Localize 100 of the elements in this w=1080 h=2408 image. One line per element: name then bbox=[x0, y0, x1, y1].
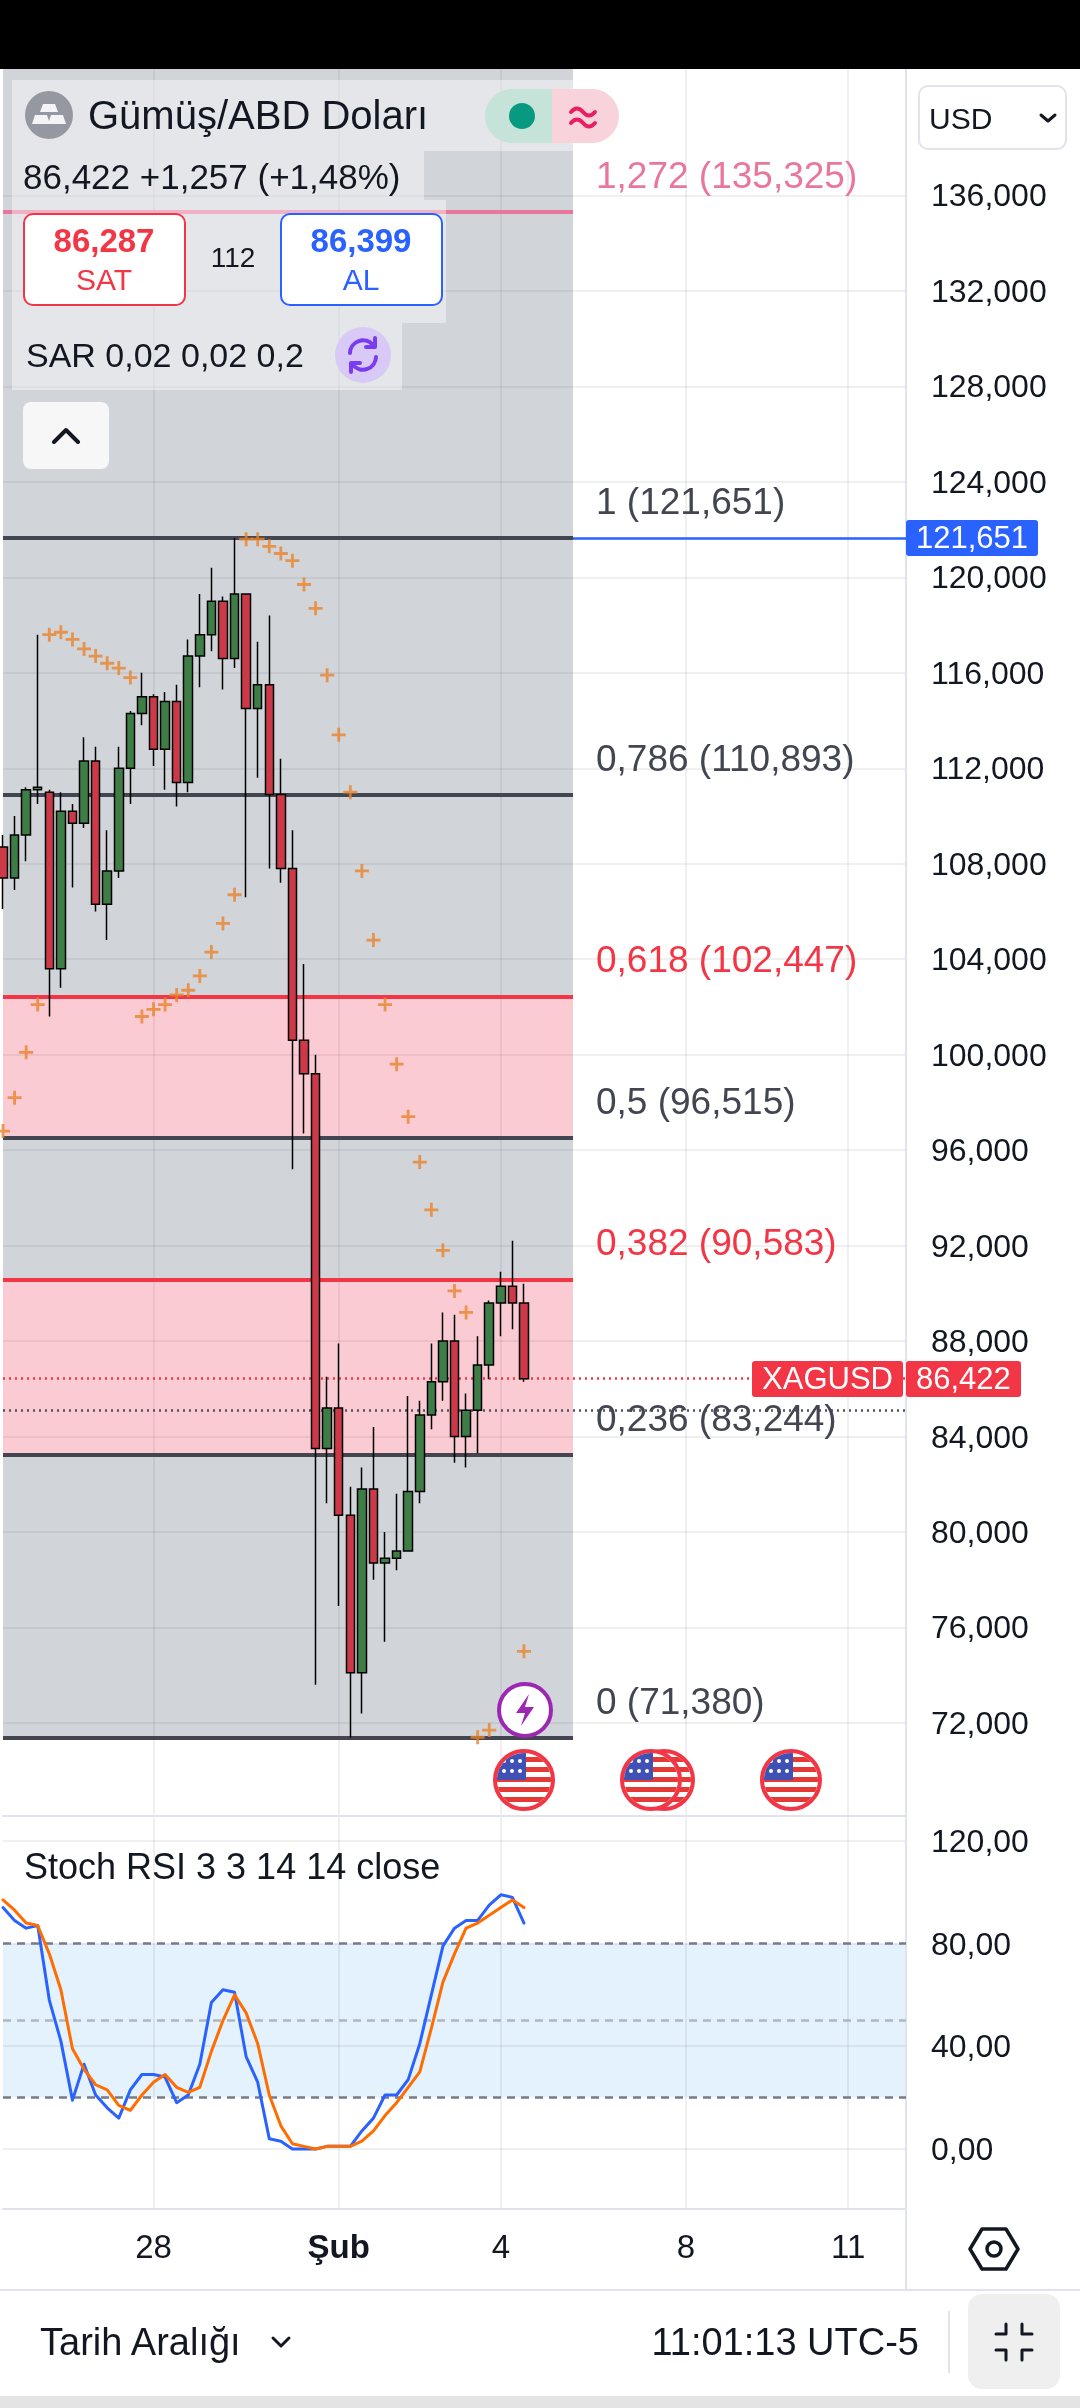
candlestick bbox=[321, 1376, 333, 1505]
candlestick bbox=[194, 593, 206, 688]
point bbox=[378, 997, 393, 1012]
y-tick-label: 72,000 bbox=[931, 1704, 1029, 1741]
candlestick bbox=[495, 1271, 507, 1338]
y-tick-label: 80,00 bbox=[931, 1925, 1012, 1962]
point bbox=[343, 785, 358, 800]
candlestick bbox=[159, 691, 171, 791]
candlestick bbox=[356, 1466, 368, 1715]
y-tick-label: 88,000 bbox=[931, 1323, 1029, 1360]
ref-line-label: 0,236 (83,244) bbox=[596, 1397, 837, 1439]
candlestick bbox=[287, 829, 298, 1170]
x-tick-label: 28 bbox=[135, 2228, 172, 2265]
annotation: 112 bbox=[210, 242, 256, 274]
point bbox=[435, 1243, 450, 1258]
candlestick bbox=[9, 815, 20, 891]
point bbox=[389, 1057, 404, 1072]
candlestick bbox=[125, 710, 136, 805]
candlestick bbox=[426, 1342, 437, 1431]
y-tick-label: 96,000 bbox=[931, 1132, 1029, 1169]
candlestick bbox=[171, 684, 182, 808]
text: 86,422 +1,257 (+1,48%) bbox=[23, 157, 401, 197]
candlestick bbox=[264, 614, 275, 870]
point bbox=[297, 577, 311, 592]
point bbox=[7, 1090, 22, 1105]
point bbox=[401, 1109, 416, 1124]
x-tick-label: 8 bbox=[676, 2228, 696, 2265]
point bbox=[262, 539, 277, 554]
point bbox=[65, 632, 80, 647]
y-tick-label: 128,000 bbox=[931, 368, 1047, 405]
y-tick-label: 104,000 bbox=[931, 941, 1047, 978]
candlestick bbox=[67, 803, 78, 889]
annotation: 86,287 bbox=[53, 222, 155, 260]
candlestick bbox=[217, 595, 229, 691]
point bbox=[424, 1202, 439, 1217]
candlestick bbox=[518, 1283, 530, 1383]
candlestick bbox=[310, 1053, 321, 1686]
point bbox=[181, 983, 196, 998]
candlestick bbox=[483, 1299, 495, 1380]
candlestick bbox=[44, 789, 55, 1018]
point bbox=[354, 863, 369, 878]
point bbox=[412, 1155, 427, 1170]
point bbox=[459, 1305, 474, 1320]
candlestick bbox=[275, 757, 287, 884]
candlestick bbox=[437, 1311, 449, 1402]
candlestick bbox=[460, 1392, 472, 1469]
point bbox=[42, 627, 57, 642]
point bbox=[19, 1045, 34, 1060]
candlestick bbox=[449, 1314, 460, 1464]
annotation: AL bbox=[342, 261, 380, 297]
annotation: SAR 0,02 0,02 0,2 bbox=[26, 335, 304, 375]
candlestick bbox=[298, 963, 310, 1135]
y-tick-label: 112,000 bbox=[931, 750, 1045, 787]
candlestick bbox=[148, 693, 159, 767]
candlestick bbox=[101, 829, 113, 941]
candlestick bbox=[472, 1335, 483, 1454]
point bbox=[239, 532, 254, 547]
ref-line-label: 0,618 (102,447) bbox=[596, 939, 858, 981]
point bbox=[285, 553, 300, 568]
annotation: XAGUSD bbox=[752, 1360, 903, 1397]
y-tick-label: 92,000 bbox=[931, 1227, 1029, 1264]
candlestick bbox=[379, 1531, 391, 1643]
point bbox=[158, 997, 173, 1012]
point bbox=[53, 625, 68, 640]
point bbox=[100, 656, 115, 671]
ref-line-label: 0 (71,380) bbox=[596, 1680, 765, 1722]
candlestick bbox=[229, 537, 240, 669]
candlestick bbox=[345, 1485, 356, 1739]
y-tick-label: 76,000 bbox=[931, 1609, 1029, 1646]
y-tick-label: 120,00 bbox=[931, 1822, 1029, 1859]
candlestick bbox=[507, 1240, 518, 1330]
y-tick-label: 40,00 bbox=[931, 2028, 1012, 2065]
point bbox=[192, 968, 207, 983]
candlestick bbox=[20, 786, 32, 863]
point bbox=[447, 1283, 462, 1298]
annotation: SAT bbox=[75, 261, 133, 297]
point bbox=[273, 546, 288, 561]
candlestick bbox=[32, 633, 43, 805]
point bbox=[331, 727, 346, 742]
point bbox=[30, 997, 45, 1012]
text: USD bbox=[929, 100, 993, 136]
point bbox=[482, 1723, 497, 1738]
candlestick bbox=[206, 567, 217, 653]
y-tick-label: 120,000 bbox=[931, 559, 1047, 596]
candlestick bbox=[78, 736, 90, 829]
y-tick-label: 84,000 bbox=[931, 1418, 1029, 1455]
point bbox=[169, 988, 184, 1003]
candlestick bbox=[182, 638, 194, 793]
candlestick bbox=[368, 1426, 379, 1581]
candlestick bbox=[391, 1493, 402, 1571]
ref-line-label: 86,422 bbox=[906, 1360, 1021, 1397]
point bbox=[227, 887, 242, 902]
ref-line-label: 1 (121,651) bbox=[596, 480, 786, 522]
candlestick bbox=[402, 1395, 414, 1552]
point bbox=[146, 1002, 161, 1017]
candlestick bbox=[414, 1399, 426, 1505]
y-tick-label: 0,00 bbox=[931, 2130, 994, 2167]
annotation: 86,399 bbox=[310, 222, 412, 260]
text: Stoch RSI 3 3 14 14 close bbox=[24, 1845, 441, 1887]
point bbox=[111, 661, 126, 676]
